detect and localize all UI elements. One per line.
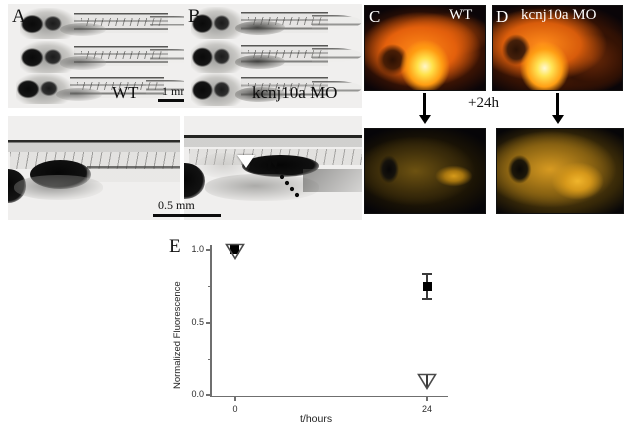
chart-point-wt-24 — [422, 281, 432, 291]
chart-errorcap-bottom-wt-24 — [422, 298, 432, 300]
panel-a-genotype-label: WT — [112, 83, 139, 102]
white-arrowhead-marker — [237, 155, 255, 168]
arrow-shaft-d — [556, 93, 559, 117]
panel-c-genotype-label: WT — [449, 7, 473, 23]
chart-ylabel-05: 0.5 — [191, 317, 204, 327]
panel-label-e: E — [169, 236, 181, 257]
scalebar-05mm-line — [153, 214, 221, 217]
panel-b-brightfield — [184, 4, 362, 108]
panel-d-fluorescence-bottom — [496, 128, 624, 214]
scalebar-1mm-line — [158, 99, 204, 102]
dotted-arrow-marker — [266, 157, 310, 208]
chart-xlabel-0: 0 — [232, 404, 238, 414]
panel-c-fluorescence-top — [364, 5, 486, 91]
arrow-head-d — [551, 115, 564, 124]
timepoint-label: +24h — [468, 95, 499, 111]
panel-b-zoom-brightfield — [184, 116, 362, 220]
panel-label-a: A — [12, 6, 26, 27]
panel-d-fluorescence-top — [492, 5, 623, 91]
panel-d-genotype-label: kcnj10a MO — [521, 7, 597, 23]
chart-ytick-major-0 — [206, 394, 211, 396]
chart-errorcap-top-wt-24 — [422, 273, 432, 275]
chart-ytick-minor-025 — [207, 358, 211, 360]
panel-b-genotype-label: kcnj10a MO — [252, 83, 338, 102]
chart-x-axis-title: t/hours — [300, 413, 333, 425]
panel-c-fluorescence-bottom — [364, 128, 486, 214]
panel-label-c: C — [369, 7, 381, 26]
arrow-head-c — [418, 115, 431, 124]
chart-ytick-minor-075 — [207, 285, 211, 287]
chart-panel-e: 1.0 0.5 0.0 0 24 Normalized Fluorescence… — [172, 243, 450, 425]
arrow-shaft-c — [423, 93, 426, 117]
chart-y-axis — [210, 245, 212, 397]
chart-point-wt-0 — [230, 245, 239, 254]
chart-ylabel-0: 0.0 — [191, 389, 204, 399]
chart-ytick-major-1 — [206, 249, 211, 251]
chart-xlabel-24: 24 — [421, 404, 432, 414]
panel-label-d: D — [496, 7, 509, 26]
chart-xtick-0 — [234, 396, 236, 401]
chart-ylabel-1: 1.0 — [191, 244, 204, 254]
chart-x-axis — [210, 395, 448, 397]
chart-y-axis-title: Normalized Fluorescence — [172, 281, 183, 389]
chart-ytick-major-05 — [206, 322, 211, 324]
panel-a-zoom-brightfield — [8, 116, 180, 220]
chart-xtick-24 — [426, 396, 428, 401]
chart-errorbar-mo-24 — [426, 375, 428, 387]
scalebar-05mm-label: 0.5 mm — [158, 198, 195, 212]
chart-point-mo-24 — [417, 373, 437, 395]
chart-point-mo-0 — [225, 243, 245, 265]
scalebar-1mm-label: 1 mm — [162, 84, 190, 98]
panel-label-b: B — [188, 6, 201, 27]
